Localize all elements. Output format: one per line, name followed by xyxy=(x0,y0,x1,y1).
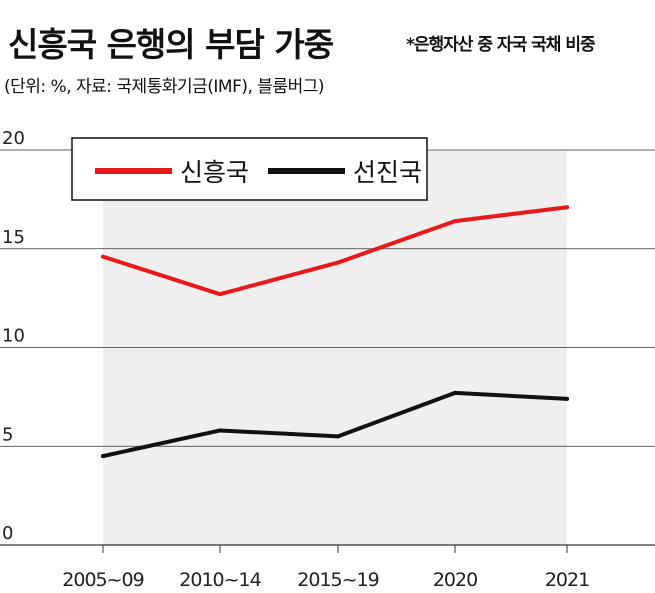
y-tick-label: 15 xyxy=(2,227,25,248)
y-tick-label: 10 xyxy=(2,326,25,347)
data-point xyxy=(565,396,569,401)
x-tick-label: 2005~09 xyxy=(62,569,143,591)
data-point xyxy=(453,390,457,395)
data-point xyxy=(565,205,569,210)
chart-subtitle: *은행자산 중 자국 국채 비중 xyxy=(406,35,596,55)
data-point xyxy=(336,434,340,439)
x-axis-ticks: 2005~09 2010~14 2015~19 2020 2021 xyxy=(62,545,590,591)
legend-label-emerging: 신흥국 xyxy=(180,158,249,187)
legend-label-advanced: 선진국 xyxy=(353,158,422,187)
chart-title: 신흥국 은행의 부담 가중 xyxy=(8,25,334,64)
chart-header: 신흥국 은행의 부담 가중 *은행자산 중 자국 국채 비중 xyxy=(8,10,653,70)
x-tick-label: 2020 xyxy=(433,569,477,591)
x-tick-label: 2010~14 xyxy=(179,569,261,591)
legend: 신흥국 선진국 xyxy=(71,137,428,201)
data-point xyxy=(101,454,105,459)
y-tick-label: 0 xyxy=(2,523,13,544)
data-point xyxy=(218,428,222,433)
x-tick-label: 2021 xyxy=(545,569,589,591)
x-tick-label: 2015~19 xyxy=(297,569,378,591)
data-point xyxy=(453,219,457,224)
y-axis-ticks: 0 5 10 15 20 xyxy=(2,128,25,544)
y-tick-label: 20 xyxy=(2,128,25,149)
chart-source-note: (단위: %, 자료: 국제통화기금(IMF), 블룸버그) xyxy=(4,77,324,97)
data-point xyxy=(336,260,340,265)
series-lines xyxy=(101,205,569,459)
data-point xyxy=(101,254,105,259)
y-tick-label: 5 xyxy=(2,424,13,445)
data-point xyxy=(218,292,222,297)
